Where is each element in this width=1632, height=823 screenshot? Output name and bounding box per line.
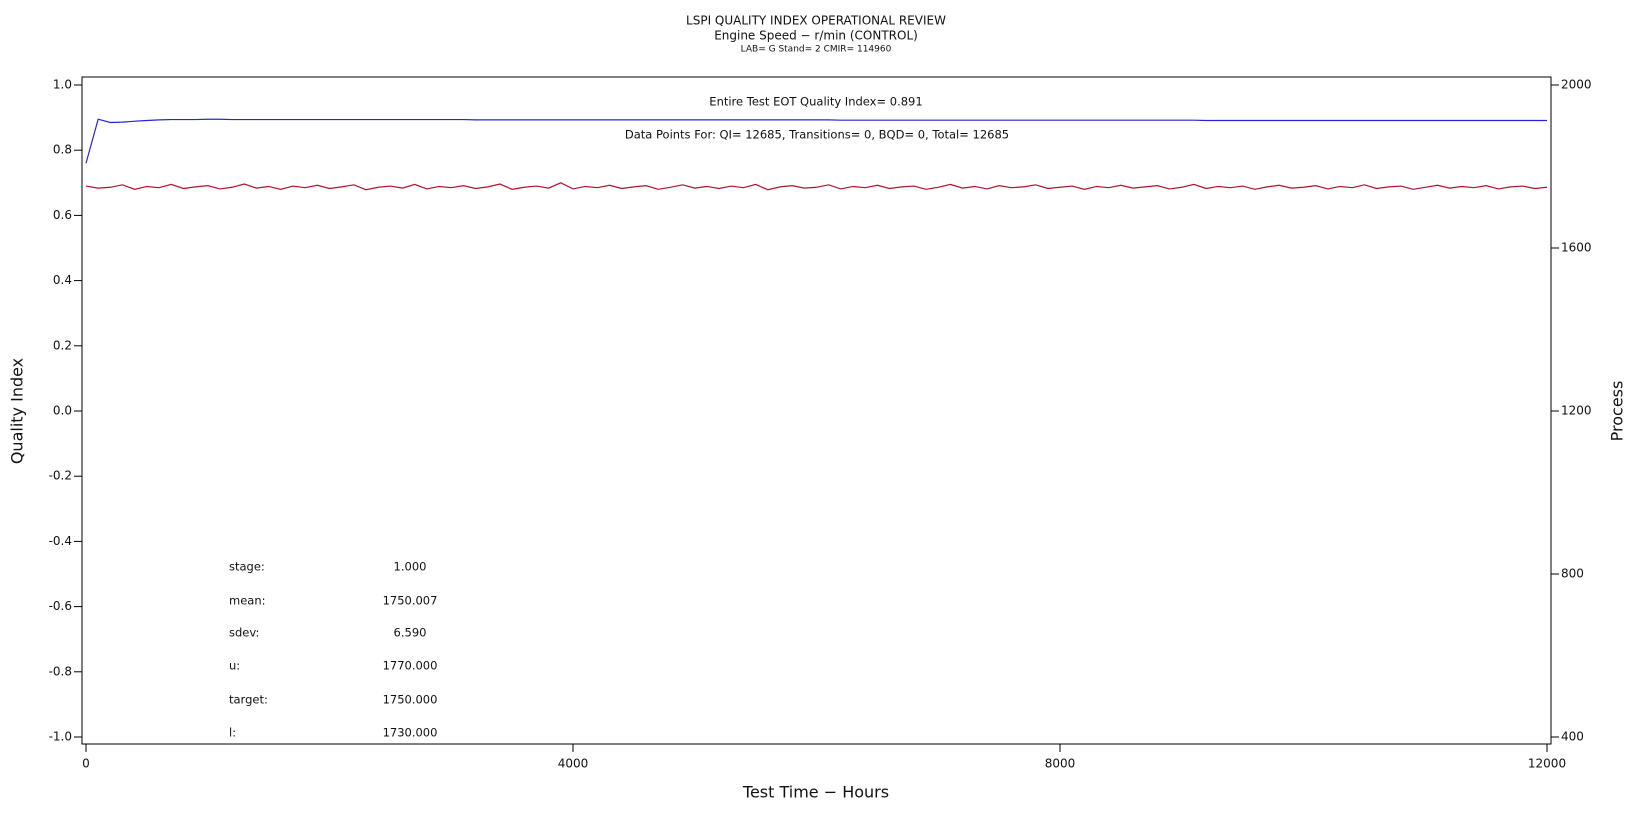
y-tick-label: -1.0 [49, 730, 72, 744]
plot-frame [81, 76, 1552, 745]
stat-value: 1.000 [394, 560, 427, 574]
y2-tick-label: 400 [1561, 730, 1584, 744]
x-tick-label: 12000 [1528, 757, 1566, 771]
stat-label: stage: [229, 560, 265, 574]
chart-subtitle: LAB= G Stand= 2 CMIR= 114960 [741, 45, 892, 55]
x-tick-label: 4000 [558, 757, 589, 771]
y2-tick-label: 2000 [1561, 78, 1592, 92]
stat-label: sdev: [229, 626, 259, 640]
stat-value: 1730.000 [383, 726, 438, 740]
x-axis-label: Test Time − Hours [742, 783, 889, 802]
stat-label: target: [229, 693, 268, 707]
stat-value: 1770.000 [383, 659, 438, 673]
annotation: Entire Test EOT Quality Index= 0.891 [709, 95, 922, 109]
x-tick-label: 8000 [1045, 757, 1076, 771]
y-tick-label: -0.2 [49, 469, 72, 483]
y2-tick-label: 800 [1561, 567, 1584, 581]
y-tick-label: 0.4 [53, 273, 72, 287]
y-tick-label: 1.0 [53, 78, 72, 92]
x-tick-label: 0 [82, 757, 90, 771]
chart-subtitle: Engine Speed − r/min (CONTROL) [714, 29, 918, 43]
stat-value: 1750.000 [383, 693, 438, 707]
y2-axis-label: Process [1608, 381, 1627, 442]
stat-label: mean: [229, 594, 266, 608]
stat-value: 6.590 [394, 626, 427, 640]
stat-label: u: [229, 659, 240, 673]
y-tick-label: 0.6 [53, 208, 72, 222]
y-tick-label: -0.8 [49, 664, 72, 678]
y-tick-label: 0.2 [53, 338, 72, 352]
y-tick-label: -0.4 [49, 534, 72, 548]
series-line [85, 182, 1548, 191]
y-tick-label: -0.6 [49, 599, 72, 613]
y-tick-label: 0.8 [53, 143, 72, 157]
annotation: Data Points For: QI= 12685, Transitions=… [625, 128, 1009, 142]
y-tick-label: 0.0 [53, 404, 72, 418]
stat-label: l: [229, 726, 236, 740]
stat-value: 1750.007 [383, 594, 438, 608]
series-line [85, 118, 1547, 164]
y-axis-label: Quality Index [8, 358, 27, 464]
y2-tick-label: 1600 [1561, 241, 1592, 255]
y2-tick-label: 1200 [1561, 404, 1592, 418]
chart-title: LSPI QUALITY INDEX OPERATIONAL REVIEW [686, 14, 946, 28]
